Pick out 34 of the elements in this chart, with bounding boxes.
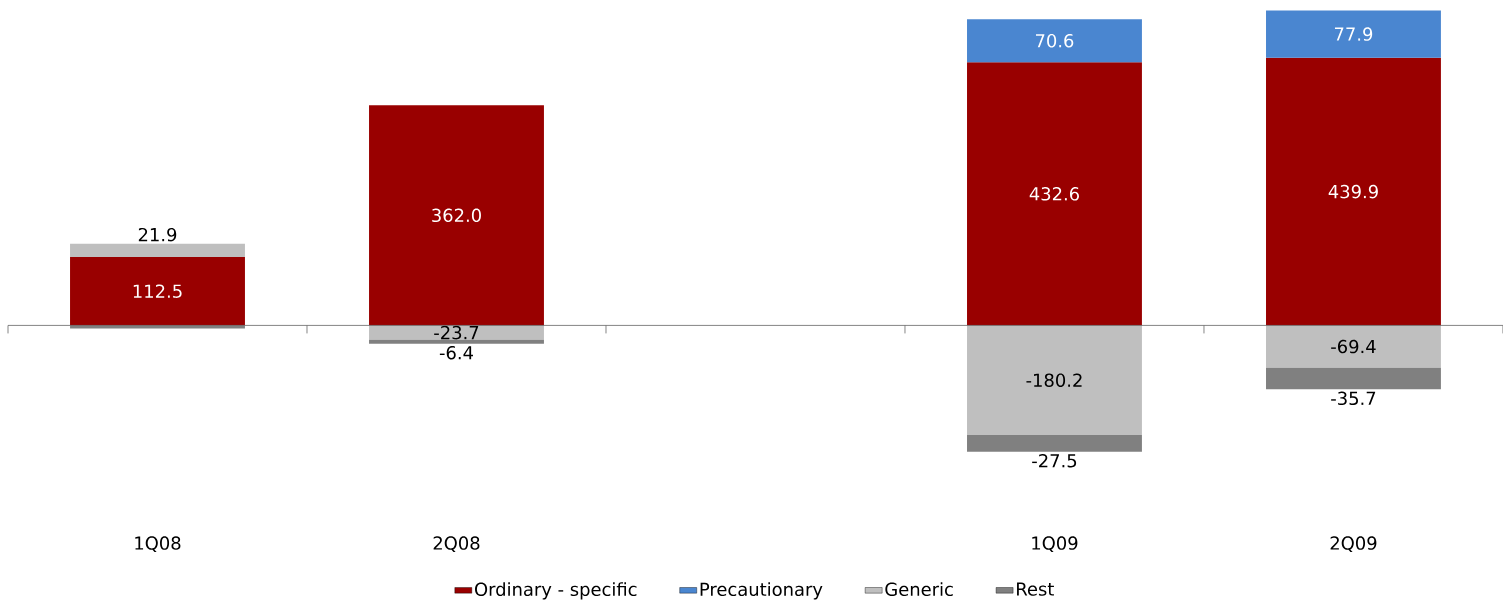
data-label: -27.5 <box>1032 453 1077 468</box>
x-tick-label: 2Q09 <box>1330 536 1377 552</box>
data-label: 439.9 <box>1328 184 1378 199</box>
x-tick-label: 2Q08 <box>433 536 480 552</box>
legend-label: Generic <box>885 582 953 597</box>
legend-label: Precautionary <box>700 582 823 600</box>
data-label: 70.6 <box>1035 33 1074 48</box>
bar <box>369 339 544 344</box>
bar <box>967 62 1142 326</box>
data-label: 112.5 <box>133 284 182 298</box>
data-label: -6.4 <box>439 345 473 360</box>
bar <box>1266 10 1441 58</box>
bar <box>1266 367 1441 390</box>
bar <box>967 435 1142 452</box>
bar <box>1266 325 1441 368</box>
data-label: 362.0 <box>432 208 481 223</box>
data-label: 432.6 <box>1029 187 1079 201</box>
data-label: -23.7 <box>434 325 479 340</box>
x-tick-label: 1Q08 <box>135 536 181 552</box>
bar <box>1266 57 1441 326</box>
bar <box>967 19 1142 63</box>
legend-label: Ordinary - specific <box>475 582 637 600</box>
data-label: -180.2 <box>1026 373 1082 387</box>
bar <box>967 325 1142 436</box>
data-label: 21.9 <box>138 227 177 242</box>
data-label: -35.7 <box>1331 391 1376 406</box>
data-label: -69.4 <box>1331 339 1376 354</box>
bar <box>70 243 245 257</box>
bar <box>369 105 544 326</box>
data-label: 77.9 <box>1334 27 1373 41</box>
legend-label: Rest <box>1017 582 1054 596</box>
x-tick-label: 1Q09 <box>1032 536 1078 552</box>
bar <box>70 256 245 326</box>
bar <box>369 325 544 340</box>
